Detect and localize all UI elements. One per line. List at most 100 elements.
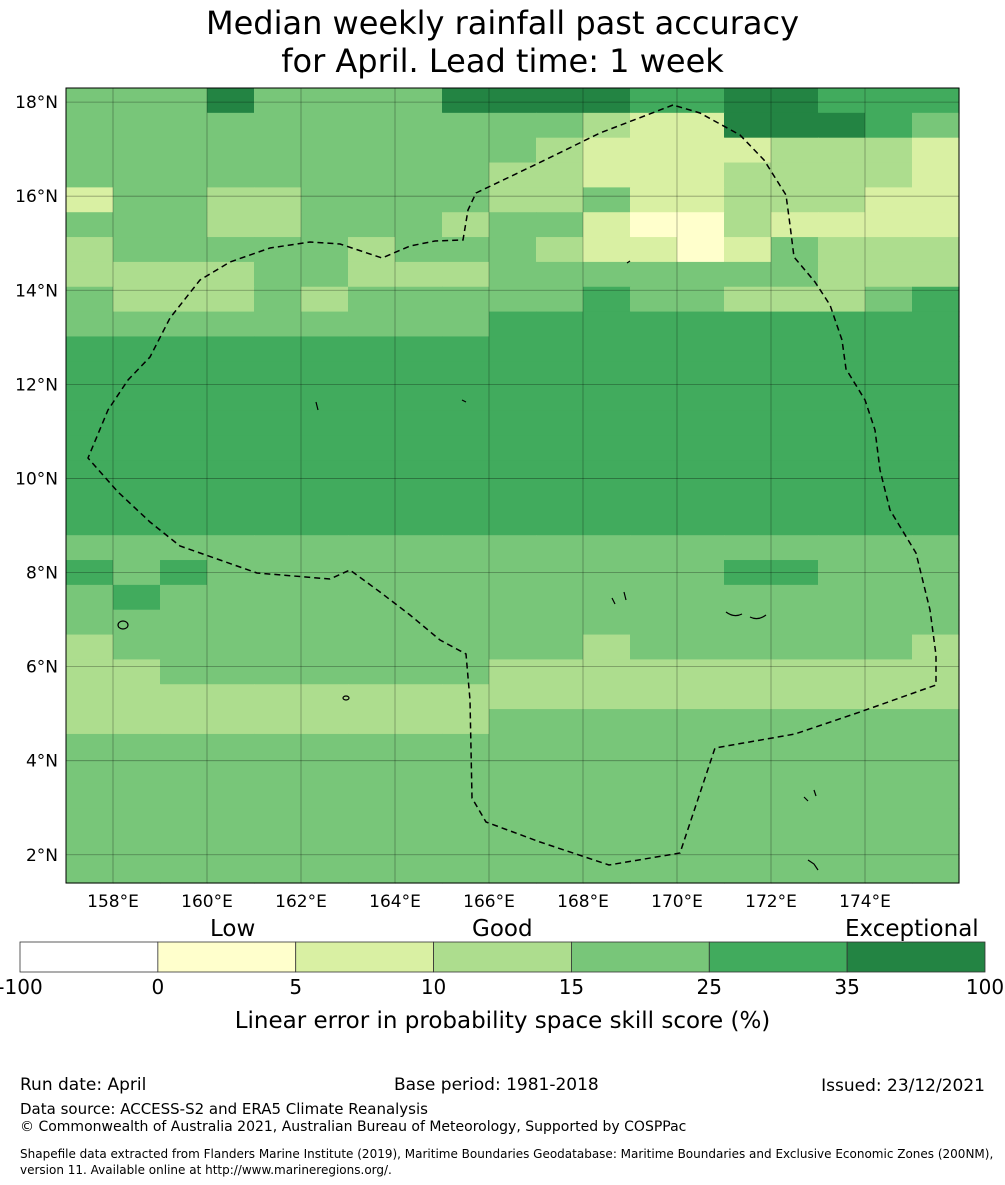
skill-cell (912, 510, 960, 536)
skill-cell (395, 684, 443, 710)
skill-cell (489, 261, 537, 288)
skill-cell (818, 162, 866, 188)
skill-cell (207, 634, 255, 660)
skill-cell (160, 733, 208, 760)
skill-cell (536, 560, 584, 586)
skill-cell (912, 237, 960, 263)
skill-cell (630, 684, 678, 710)
skill-cell (348, 336, 396, 362)
skill-cell (113, 684, 161, 710)
skill-cell (348, 634, 396, 660)
skill-cell (536, 833, 584, 859)
skill-cell (536, 261, 584, 288)
skill-cell (724, 261, 772, 288)
skill-cell (160, 410, 208, 437)
skill-cell (583, 808, 631, 834)
colorbar-swatch (571, 941, 710, 973)
skill-cell (724, 733, 772, 760)
longitude-tick-label: 174°E (839, 892, 891, 912)
skill-cell (724, 758, 772, 785)
latitude-tick-label: 6°N (26, 658, 58, 678)
skill-cell (442, 88, 490, 114)
skill-cell (207, 609, 255, 636)
skill-cell (583, 187, 631, 213)
skill-cell (113, 758, 161, 785)
skill-cell (724, 485, 772, 511)
skill-cell (912, 336, 960, 362)
skill-cell (865, 858, 913, 884)
skill-cell (771, 460, 819, 487)
skill-cell (113, 187, 161, 213)
skill-cell (160, 112, 208, 139)
skill-cell (254, 833, 302, 859)
skill-cell (395, 833, 443, 859)
skill-cell (677, 758, 725, 785)
skill-cell (630, 634, 678, 660)
skill-cell (442, 212, 490, 238)
skill-cell (301, 361, 349, 387)
skill-cell (395, 336, 443, 362)
skill-cell (630, 137, 678, 164)
skill-cell (865, 237, 913, 263)
island-chain (725, 611, 767, 620)
skill-cell (395, 758, 443, 785)
skill-cell (536, 808, 584, 834)
skill-cell (818, 212, 866, 238)
island-chain (807, 859, 819, 871)
skill-cell (254, 584, 302, 611)
skill-cell (536, 410, 584, 437)
skill-cell (207, 758, 255, 785)
skill-cell (301, 261, 349, 288)
skill-cell (301, 212, 349, 238)
skill-cell (442, 709, 490, 735)
skill-cell (348, 286, 396, 313)
skill-cell (66, 162, 114, 188)
skill-cell (724, 162, 772, 188)
skill-cell (395, 659, 443, 685)
skill-cell (395, 584, 443, 611)
skill-cell (113, 286, 161, 313)
skill-cell (865, 460, 913, 487)
skill-cell (724, 187, 772, 213)
skill-cell (489, 560, 537, 586)
skill-cell (66, 88, 114, 114)
skill-cell (160, 460, 208, 487)
skill-cell (254, 261, 302, 288)
skill-cell (113, 510, 161, 536)
skill-cell (583, 112, 631, 139)
skill-cell (301, 535, 349, 561)
skill-cell (207, 112, 255, 139)
latitude-tick-label: 12°N (15, 375, 58, 395)
skill-cell (724, 237, 772, 263)
skill-cell (865, 833, 913, 859)
skill-cell (865, 336, 913, 362)
skill-cell (583, 858, 631, 884)
skill-cell (677, 485, 725, 511)
run-date: Run date: April (20, 1075, 147, 1095)
skill-cell (677, 808, 725, 834)
skill-cell (207, 261, 255, 288)
skill-cell (865, 510, 913, 536)
skill-cell (489, 858, 537, 884)
skill-cell (66, 609, 114, 636)
island-chain (315, 260, 631, 411)
skill-cell (301, 634, 349, 660)
skill-cell (160, 212, 208, 238)
skill-cell (66, 659, 114, 685)
skill-cell (442, 336, 490, 362)
skill-cell (301, 286, 349, 313)
skill-cell (912, 634, 960, 660)
skill-cell (66, 261, 114, 288)
skill-cell (160, 684, 208, 710)
skill-cell (395, 560, 443, 586)
skill-cell (771, 88, 819, 114)
skill-cell (348, 858, 396, 884)
skill-cell (207, 684, 255, 710)
skill-cell (771, 833, 819, 859)
skill-cell (912, 137, 960, 164)
skill-cell (677, 560, 725, 586)
skill-cell (818, 560, 866, 586)
skill-cell (771, 435, 819, 462)
skill-cell (536, 684, 584, 710)
skill-cell (818, 460, 866, 487)
